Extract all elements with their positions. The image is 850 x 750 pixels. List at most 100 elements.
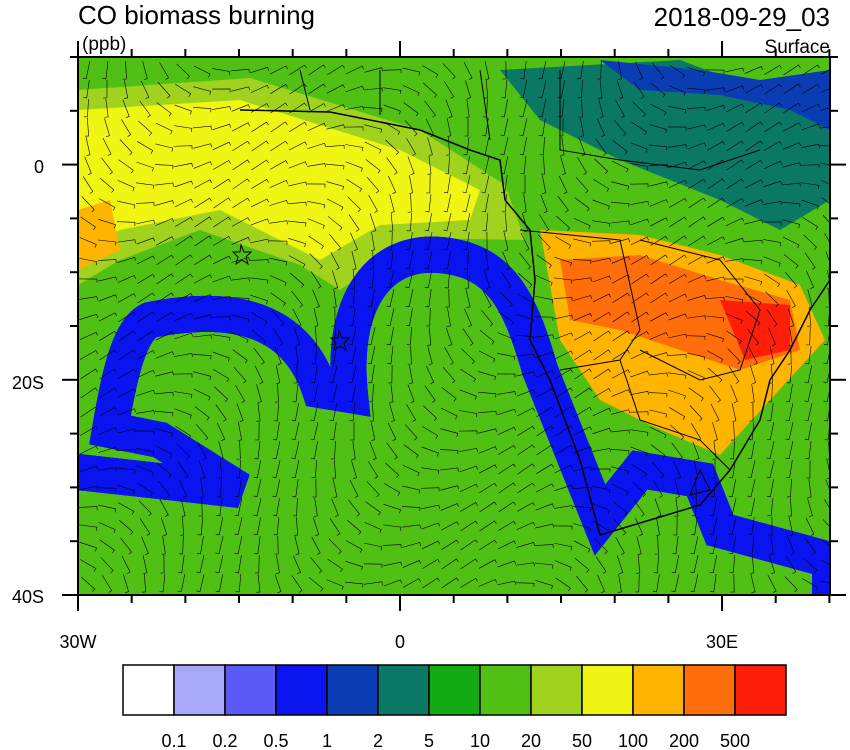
wind-barb	[632, 101, 646, 118]
wind-barb	[215, 574, 223, 593]
colorbar-label: 200	[669, 731, 699, 750]
wind-barb	[725, 85, 744, 93]
wind-barb	[636, 555, 641, 574]
wind-barb	[193, 294, 212, 302]
wind-barb	[478, 371, 497, 381]
wind-barb	[79, 541, 97, 552]
wind-barb	[368, 270, 375, 289]
level: Surface	[765, 37, 830, 58]
wind-barb	[560, 156, 566, 175]
wind-barb	[193, 161, 212, 169]
wind-barb	[805, 441, 812, 460]
wind-barb	[500, 156, 509, 175]
wind-barb	[174, 312, 193, 322]
wind-barb	[427, 346, 433, 365]
wind-barb	[118, 330, 136, 342]
wind-barb	[332, 479, 338, 498]
wind-barb	[630, 201, 649, 205]
wind-barb	[750, 574, 756, 593]
wind-barb	[535, 523, 554, 529]
wind-barb	[479, 482, 497, 494]
wind-barb	[117, 274, 136, 283]
wind-barb	[463, 232, 470, 251]
wind-barb	[750, 365, 757, 384]
wind-barb	[256, 384, 262, 403]
wind-barb	[668, 161, 687, 169]
wind-barb	[783, 102, 801, 114]
wind-barb	[155, 122, 173, 135]
wind-barb	[331, 498, 339, 517]
wind-barb	[801, 199, 819, 210]
wind-barb	[367, 289, 375, 308]
wind-barb	[389, 213, 394, 232]
wind-barb	[329, 384, 338, 403]
lat-label: 40S	[12, 587, 44, 607]
wind-barb	[748, 517, 755, 536]
wind-barb	[650, 235, 668, 247]
wind-barb	[728, 498, 737, 517]
wind-barb	[119, 139, 133, 156]
wind-barb	[142, 555, 148, 574]
wind-barb	[253, 347, 265, 365]
wind-barb	[801, 182, 820, 189]
wind-barb	[553, 297, 573, 302]
wind-barb	[194, 406, 210, 421]
wind-barb	[345, 106, 364, 110]
wind-barb	[350, 232, 358, 251]
wind-barb	[194, 235, 212, 247]
wind-barb	[667, 354, 687, 359]
wind-barb	[630, 218, 649, 226]
wind-barb	[574, 558, 590, 573]
wind-barb	[669, 254, 687, 266]
wind-barb	[331, 270, 339, 289]
wind-barb	[423, 82, 438, 98]
wind-barb	[500, 271, 512, 289]
wind-barb	[482, 289, 492, 308]
wind-barb	[117, 502, 135, 515]
wind-barb	[251, 121, 269, 133]
wind-barb	[444, 155, 450, 175]
wind-barb	[633, 499, 645, 517]
wind-barb	[424, 100, 436, 118]
lon-label: 30W	[59, 632, 96, 652]
wind-barb	[592, 407, 611, 417]
wind-barb	[345, 561, 363, 571]
wind-barb	[368, 195, 378, 213]
wind-barb	[555, 445, 573, 455]
wind-barb	[649, 426, 667, 439]
wind-barb	[784, 576, 798, 593]
wind-barb	[215, 517, 224, 536]
wind-barb	[215, 555, 224, 574]
wind-barb	[217, 478, 222, 498]
wind-barb	[745, 121, 763, 133]
wind-barb	[443, 213, 452, 232]
wind-barb	[401, 506, 421, 512]
wind-barb	[137, 311, 155, 323]
wind-barb	[307, 218, 325, 229]
wind-barb	[364, 124, 383, 133]
wind-barb	[744, 84, 763, 94]
wind-barb	[801, 103, 820, 113]
wind-barb	[424, 232, 433, 251]
wind-barb	[255, 421, 260, 441]
wind-barb	[269, 257, 288, 266]
wind-barb	[118, 349, 136, 361]
wind-barb	[350, 288, 355, 308]
wind-barb	[595, 138, 607, 156]
wind-barb	[344, 126, 364, 131]
colorbar-label: 2	[373, 731, 383, 750]
colorbar-box	[632, 664, 685, 716]
wind-barb	[405, 270, 414, 289]
wind-barb	[519, 118, 528, 137]
wind-barb	[197, 517, 204, 536]
wind-barb	[762, 221, 782, 226]
wind-barb	[409, 175, 413, 194]
wind-barb	[786, 289, 796, 308]
wind-barb	[535, 369, 554, 378]
wind-barb	[630, 142, 648, 153]
wind-barb	[516, 562, 535, 567]
wind-barb	[98, 276, 117, 282]
wind-barb	[121, 555, 131, 574]
wind-barb	[345, 161, 363, 172]
wind-barb	[230, 297, 250, 303]
